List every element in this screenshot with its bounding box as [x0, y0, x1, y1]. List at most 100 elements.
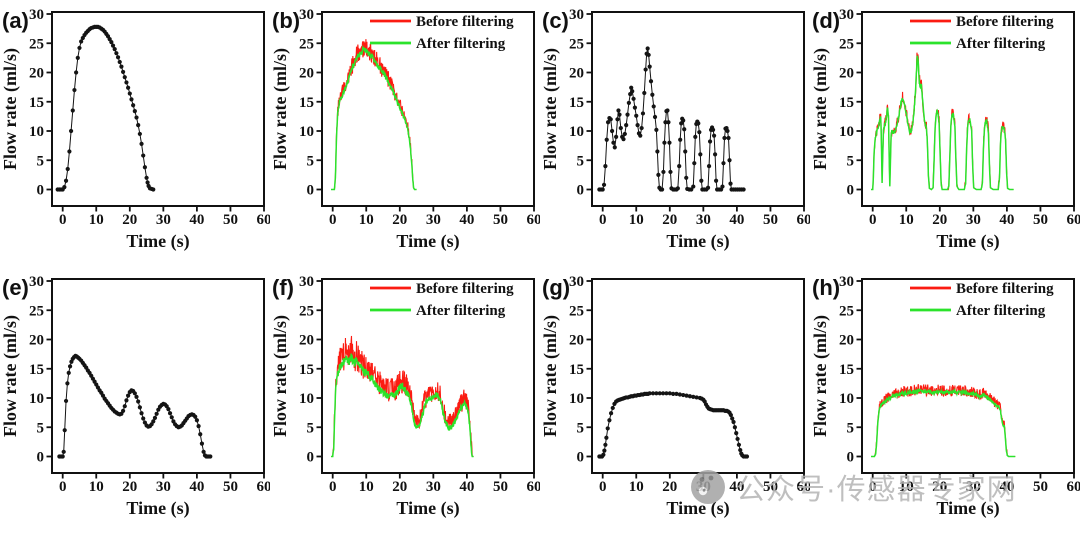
y-tick-label: 15	[839, 362, 854, 378]
data-point	[615, 117, 620, 122]
x-tick-label: 40	[189, 212, 204, 228]
data-point	[705, 185, 711, 190]
legend-before-label: Before filtering	[956, 281, 1054, 297]
data-point	[635, 123, 640, 128]
x-tick-label: 30	[426, 479, 441, 495]
x-tick-label: 50	[763, 479, 778, 495]
data-point	[166, 407, 171, 412]
y-tick-label: 15	[299, 95, 314, 111]
x-tick-label: 10	[629, 212, 644, 228]
axes-frame	[321, 11, 535, 207]
data-point	[199, 441, 205, 446]
y-tick-label: 0	[847, 450, 855, 466]
x-tick-label: 0	[869, 479, 877, 495]
y-tick-label: 25	[29, 303, 44, 319]
data-point	[67, 149, 72, 154]
x-tick-label: 30	[156, 212, 171, 228]
data-point	[109, 39, 114, 45]
data-point	[711, 133, 717, 138]
x-tick-label: 40	[999, 479, 1014, 495]
data-point	[681, 392, 686, 398]
x-tick-label: 0	[599, 479, 607, 495]
data-point	[657, 391, 662, 396]
data-point	[75, 55, 80, 60]
y-axis-label: Flow rate (ml/s)	[810, 315, 831, 437]
data-point	[63, 178, 69, 183]
data-point	[677, 392, 682, 397]
x-tick-label: 60	[1067, 212, 1080, 228]
y-tick-label: 15	[29, 95, 44, 111]
data-point	[696, 121, 701, 126]
legend-before-label: Before filtering	[956, 14, 1054, 30]
x-tick-label: 40	[999, 212, 1014, 228]
x-tick-label: 50	[1033, 479, 1048, 495]
y-tick-label: 0	[577, 183, 585, 199]
panel-c-chart: 0 10 20 30 40 50 60 0 5 10 15 20 25 30 Time (s) Flow ra…	[540, 7, 812, 252]
data-point	[115, 55, 121, 60]
data-point	[62, 428, 67, 433]
data-point	[198, 432, 203, 437]
data-point	[66, 370, 71, 375]
data-point	[124, 398, 129, 403]
data-point	[139, 411, 144, 416]
data-point	[643, 67, 648, 72]
y-tick-label: 15	[569, 95, 584, 111]
data-point	[622, 131, 627, 137]
data-point	[151, 187, 156, 192]
data-point	[741, 187, 746, 192]
data-point	[117, 59, 122, 65]
data-point	[610, 405, 615, 411]
after-filtering-line	[871, 387, 1016, 458]
data-point	[730, 416, 735, 421]
y-tick-label: 10	[29, 391, 44, 407]
x-tick-label: 40	[729, 479, 744, 495]
legend-after-label: After filtering	[956, 303, 1046, 319]
axes-frame	[591, 278, 805, 474]
x-axis-label: Time (s)	[666, 498, 729, 519]
axes-frame	[51, 11, 265, 207]
data-point	[662, 140, 667, 145]
data-point	[726, 135, 731, 141]
data-point	[629, 85, 634, 90]
y-tick-label: 0	[37, 183, 45, 199]
data-point	[67, 364, 73, 369]
data-point	[732, 425, 737, 430]
x-tick-label: 40	[459, 479, 474, 495]
data-point	[122, 75, 127, 80]
panel-d-chart: 0 10 20 30 40 50 60 0 5 10 15 20 25 30 Time (s) Flow ra…	[810, 7, 1080, 252]
y-tick-label: 20	[299, 66, 314, 82]
panel-letter-c: (c)	[542, 8, 569, 33]
legend-after-label: After filtering	[956, 36, 1046, 52]
x-tick-label: 50	[763, 212, 778, 228]
y-tick-label: 25	[839, 36, 854, 52]
x-tick-label: 60	[527, 212, 541, 228]
data-point	[126, 393, 131, 398]
data-point	[137, 405, 142, 410]
data-point	[60, 454, 65, 459]
data-point	[731, 419, 736, 425]
axes-frame	[861, 278, 1075, 474]
y-tick-label: 10	[299, 391, 314, 407]
data-point	[647, 64, 652, 69]
legend-after-label: After filtering	[416, 303, 506, 319]
data-point	[698, 152, 703, 157]
data-point	[675, 186, 680, 191]
data-point	[141, 153, 146, 158]
data-point	[65, 381, 70, 386]
data-point	[691, 394, 696, 399]
data-point	[699, 178, 704, 183]
x-axis-label: Time (s)	[936, 498, 999, 519]
x-tick-label: 50	[493, 212, 508, 228]
y-tick-label: 15	[29, 362, 44, 378]
data-point	[681, 118, 686, 123]
data-point	[63, 398, 69, 404]
panel-b-chart: 0 10 20 30 40 50 60 0 5 10 15 20 25 30 Time (s) Flow ra…	[270, 7, 542, 252]
data-point	[648, 79, 654, 84]
x-tick-label: 20	[122, 479, 137, 495]
x-tick-label: 10	[629, 479, 644, 495]
data-point	[139, 141, 144, 146]
data-point	[151, 419, 156, 424]
x-axis-label: Time (s)	[396, 498, 459, 519]
data-point	[127, 91, 132, 96]
